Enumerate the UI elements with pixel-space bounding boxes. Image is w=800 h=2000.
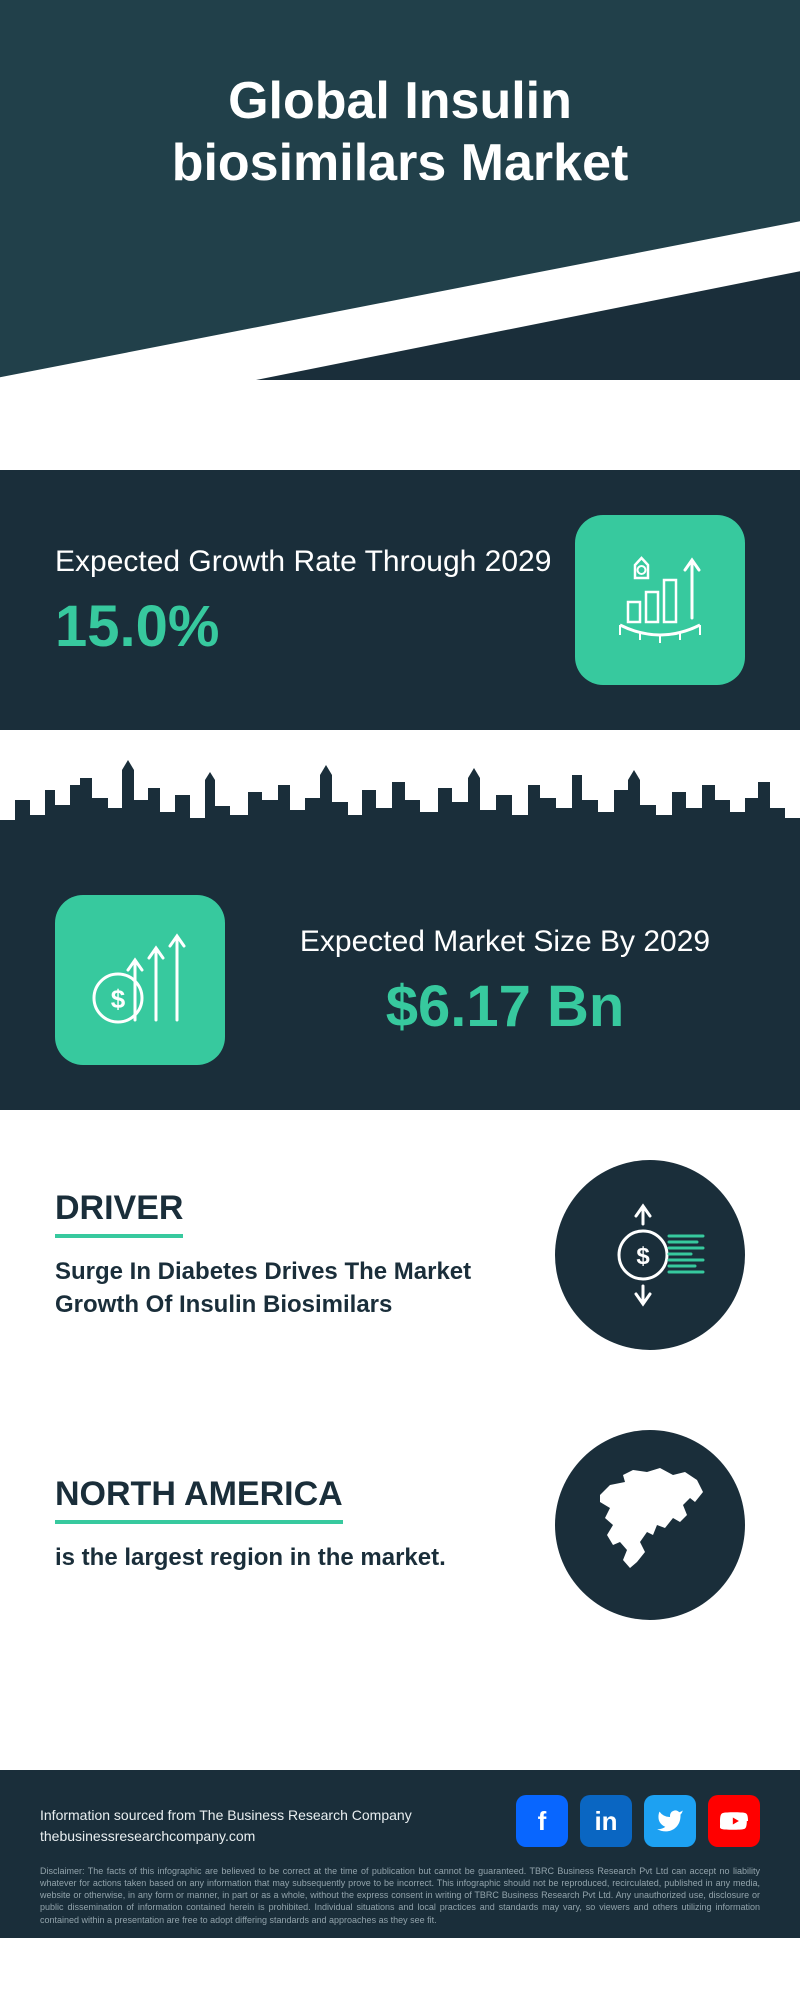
footer-row: Information sourced from The Business Re… <box>40 1795 760 1847</box>
title-line-2: biosimilars Market <box>172 134 629 192</box>
region-body: is the largest region in the market. <box>55 1542 515 1574</box>
social-links: f in <box>516 1795 760 1847</box>
growth-rate-value: 15.0% <box>55 593 575 660</box>
market-size-icon-svg: $ <box>80 920 200 1040</box>
region-section: NORTH AMERICA is the largest region in t… <box>0 1380 800 1650</box>
twitter-icon[interactable] <box>644 1795 696 1847</box>
source-attribution: Information sourced from The Business Re… <box>40 1805 412 1847</box>
source-line-2: thebusinessresearchcompany.com <box>40 1828 255 1844</box>
market-size-card: $ Expected Market Size By 2029 $6.17 Bn <box>0 850 800 1110</box>
svg-text:$: $ <box>636 1243 650 1270</box>
growth-icon-svg <box>600 540 720 660</box>
growth-rate-text: Expected Growth Rate Through 2029 15.0% <box>55 541 575 660</box>
disclaimer-text: Disclaimer: The facts of this infographi… <box>40 1865 760 1926</box>
driver-body: Surge In Diabetes Drives The Market Grow… <box>55 1256 515 1321</box>
north-america-map-icon <box>555 1430 745 1620</box>
growth-rate-label: Expected Growth Rate Through 2029 <box>55 541 575 583</box>
linkedin-icon[interactable]: in <box>580 1795 632 1847</box>
skyline-divider <box>0 730 800 850</box>
market-size-text: Expected Market Size By 2029 $6.17 Bn <box>265 921 745 1040</box>
growth-chart-globe-icon <box>575 515 745 685</box>
bottom-spacer <box>0 1650 800 1770</box>
footer: Information sourced from The Business Re… <box>0 1770 800 1938</box>
youtube-icon[interactable] <box>708 1795 760 1847</box>
facebook-icon[interactable]: f <box>516 1795 568 1847</box>
driver-section: DRIVER Surge In Diabetes Drives The Mark… <box>0 1110 800 1380</box>
dollar-cycle-icon: $ <box>555 1160 745 1350</box>
dollar-arrows-up-icon: $ <box>55 895 225 1065</box>
market-size-label: Expected Market Size By 2029 <box>265 921 745 963</box>
driver-icon-svg: $ <box>585 1190 715 1320</box>
region-icon-svg <box>575 1450 725 1600</box>
page-title: Global Insulin biosimilars Market <box>0 0 800 195</box>
title-line-1: Global Insulin <box>228 72 572 130</box>
market-size-value: $6.17 Bn <box>265 973 745 1040</box>
growth-rate-card: Expected Growth Rate Through 2029 15.0% <box>0 470 800 730</box>
driver-heading: DRIVER <box>55 1189 183 1238</box>
separator <box>0 380 800 470</box>
region-heading: NORTH AMERICA <box>55 1475 343 1524</box>
source-line-1: Information sourced from The Business Re… <box>40 1807 412 1823</box>
hero-section: Global Insulin biosimilars Market <box>0 0 800 380</box>
region-text: NORTH AMERICA is the largest region in t… <box>55 1475 515 1574</box>
svg-text:$: $ <box>111 984 126 1014</box>
driver-text: DRIVER Surge In Diabetes Drives The Mark… <box>55 1189 515 1321</box>
